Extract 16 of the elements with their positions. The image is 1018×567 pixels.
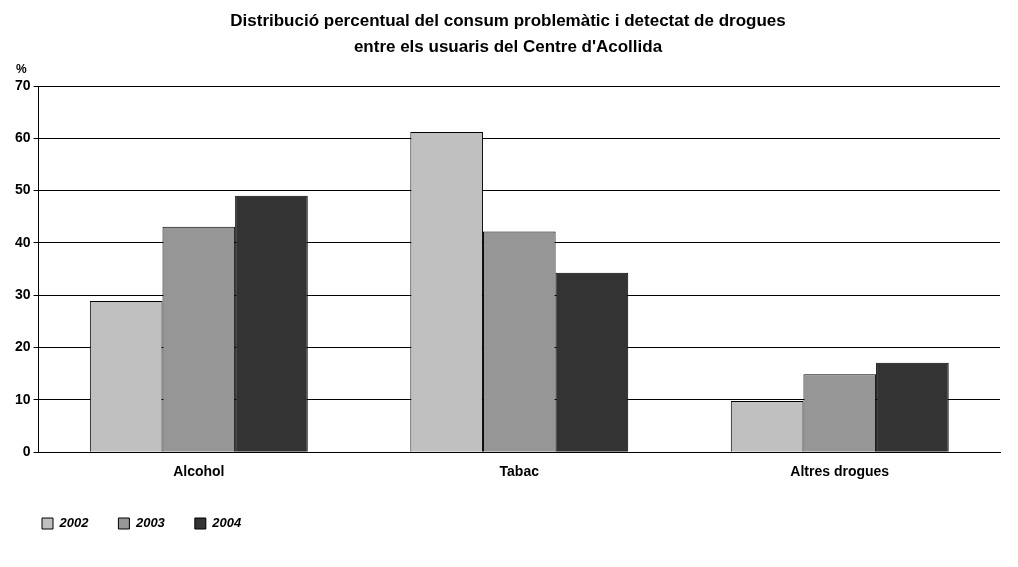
legend-label: 2004 (211, 515, 243, 531)
y-tick-label: 70 (14, 76, 31, 93)
y-tick-label: 60 (14, 129, 31, 146)
y-tick-label: 40 (14, 233, 31, 250)
y-axis-title: % (16, 62, 27, 77)
y-tick-label: 10 (14, 390, 31, 407)
y-tick-label: 50 (14, 181, 31, 198)
legend-label: 2003 (134, 515, 166, 531)
legend-label: 2002 (58, 515, 90, 531)
x-tick-label: Alcohol (173, 463, 225, 480)
y-tick-label: 30 (14, 286, 31, 303)
chart-title: Distribució percentual del consum problemàtic i detectat de drogues entre els usuaris del Centre d'Acollida (229, 10, 787, 58)
x-tick-label: Tabac (499, 463, 540, 480)
x-tick-label: Altres drogues (790, 463, 890, 480)
y-tick-label: 0 (22, 443, 31, 460)
y-tick-label: 20 (14, 338, 31, 355)
